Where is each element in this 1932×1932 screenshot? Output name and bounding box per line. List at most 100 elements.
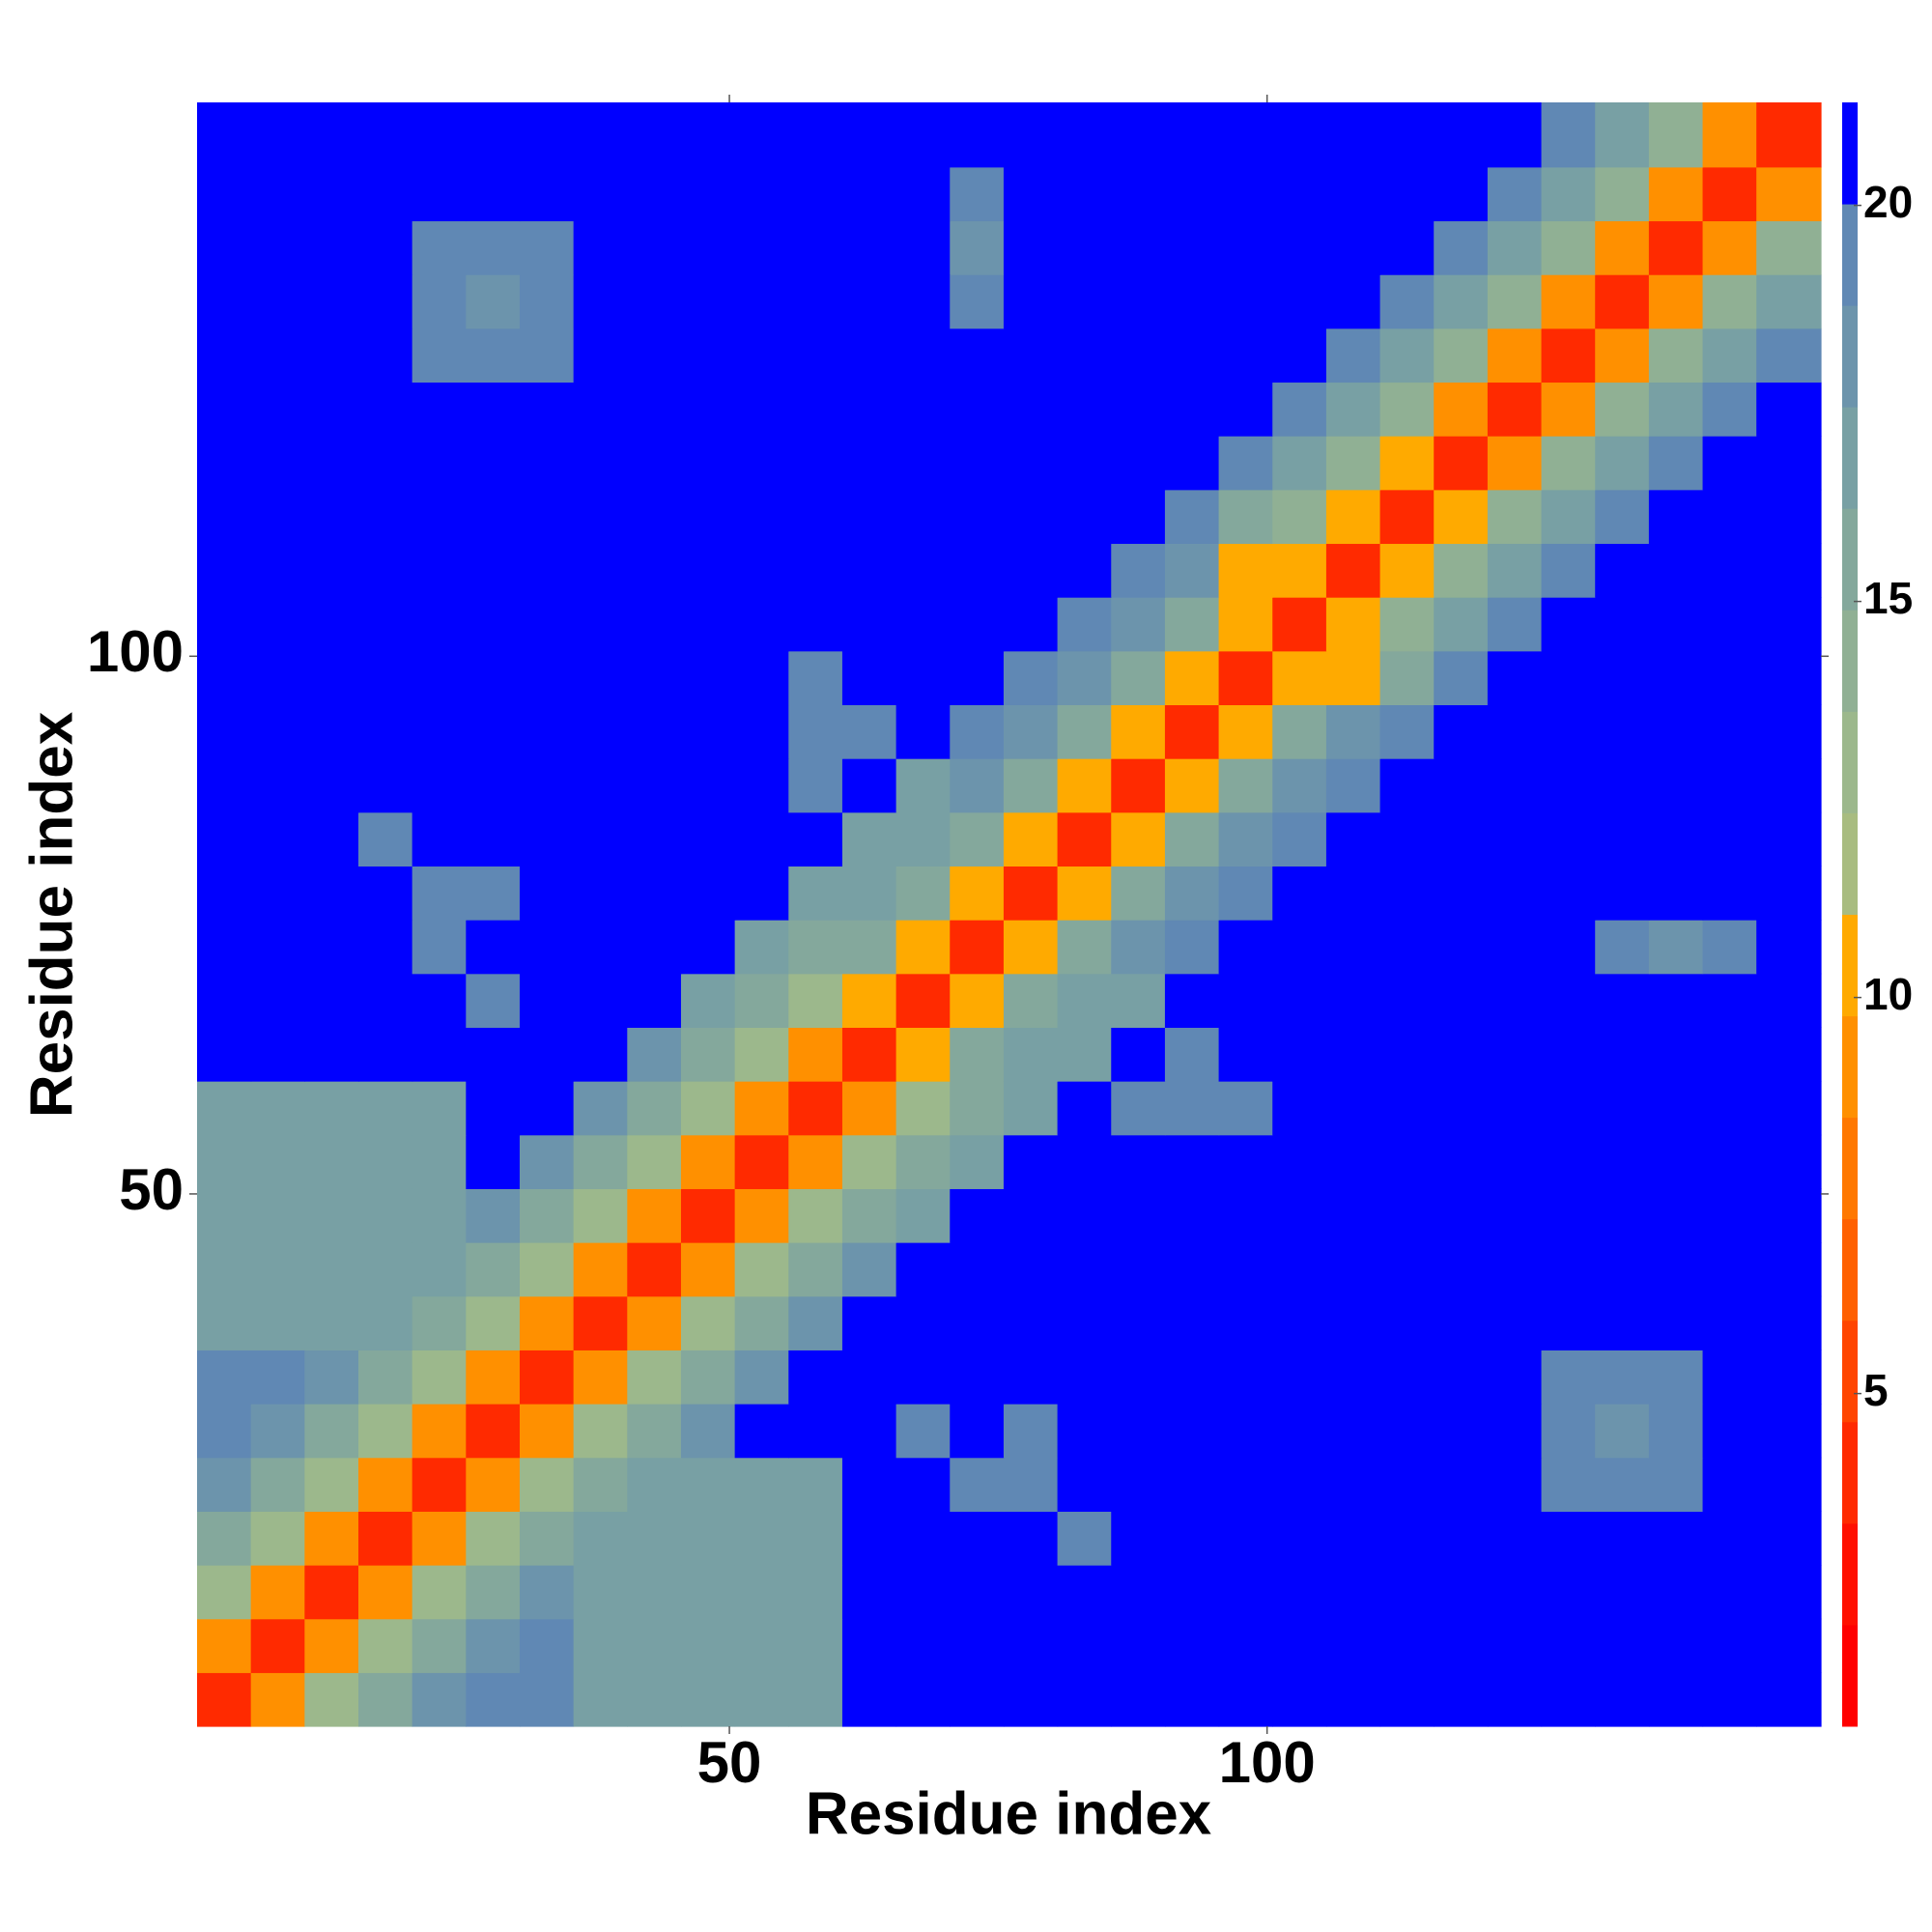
heatmap-cell <box>1379 1350 1435 1405</box>
heatmap-cell <box>1057 166 1112 222</box>
heatmap-cell <box>1272 1295 1327 1350</box>
heatmap-cell <box>304 1295 359 1350</box>
heatmap-cell <box>412 1027 467 1082</box>
heatmap-cell <box>357 811 413 867</box>
heatmap-cell <box>1057 597 1112 652</box>
heatmap-cell <box>1164 920 1220 975</box>
heatmap-cell <box>1434 1672 1489 1727</box>
heatmap-cell <box>304 973 359 1028</box>
heatmap-cell <box>197 650 252 706</box>
heatmap-cell <box>1111 1081 1166 1136</box>
heatmap-cell <box>519 866 575 921</box>
heatmap-cell <box>573 543 628 598</box>
heatmap-cell <box>895 597 951 652</box>
heatmap-cell <box>412 436 467 491</box>
heatmap-cell <box>1218 597 1273 652</box>
heatmap-cell <box>1272 1081 1327 1136</box>
heatmap-cell <box>466 1511 521 1566</box>
heatmap-cell <box>1111 597 1166 652</box>
heatmap-cell <box>1702 758 1757 813</box>
heatmap-cell <box>466 382 521 437</box>
heatmap-cell <box>734 866 789 921</box>
heatmap-cell <box>412 1081 467 1136</box>
heatmap-cell <box>1325 1511 1381 1566</box>
heatmap-cell <box>1272 1511 1327 1566</box>
heatmap-cell <box>1164 1672 1220 1727</box>
heatmap-cell <box>1541 1242 1596 1297</box>
heatmap-cell <box>1003 543 1059 598</box>
colorbar-band <box>1842 1320 1858 1423</box>
heatmap-cell <box>1379 327 1435 384</box>
heatmap-cell <box>412 650 467 706</box>
heatmap-cell <box>1648 1134 1704 1189</box>
heatmap-cell <box>1702 436 1757 491</box>
heatmap-cell <box>1648 1404 1704 1459</box>
heatmap-cell <box>412 1134 467 1189</box>
heatmap-cell <box>573 220 628 275</box>
heatmap-cell <box>788 166 843 222</box>
heatmap-cell <box>627 758 682 813</box>
heatmap-cell <box>1702 1618 1757 1673</box>
heatmap-cell <box>1164 1457 1220 1512</box>
heatmap-cell <box>466 274 521 329</box>
x-axis-label: Residue index <box>806 1780 1212 1847</box>
heatmap-cell <box>250 220 305 275</box>
heatmap-cell <box>680 1457 736 1512</box>
heatmap-cell <box>1218 1350 1273 1405</box>
heatmap-cell <box>1003 436 1059 491</box>
heatmap-cell <box>412 1672 467 1727</box>
heatmap-cell <box>197 866 252 921</box>
heatmap-cell <box>1487 1565 1543 1620</box>
heatmap-cell <box>950 382 1005 437</box>
heatmap-cell <box>519 1457 575 1512</box>
heatmap-cell <box>519 1134 575 1189</box>
heatmap-cell <box>1487 274 1543 329</box>
heatmap-cell <box>1111 1511 1166 1566</box>
heatmap-cell <box>1057 1511 1112 1566</box>
heatmap-cell <box>1218 811 1273 867</box>
heatmap-cell <box>412 1565 467 1620</box>
heatmap-cell <box>627 811 682 867</box>
heatmap-cell <box>1164 543 1220 598</box>
heatmap-cell <box>841 489 897 545</box>
heatmap-cell <box>950 102 1005 168</box>
heatmap-cell <box>250 166 305 222</box>
heatmap-cell <box>1057 489 1112 545</box>
heatmap-cell <box>573 1134 628 1189</box>
heatmap-cell <box>1702 866 1757 921</box>
heatmap-cell <box>1111 220 1166 275</box>
heatmap-cell <box>680 327 736 384</box>
heatmap-cell <box>950 973 1005 1028</box>
heatmap-cell <box>1595 102 1650 168</box>
heatmap-cell <box>950 811 1005 867</box>
heatmap-cell <box>412 1618 467 1673</box>
heatmap-cell <box>519 597 575 652</box>
heatmap-cell <box>841 1565 897 1620</box>
heatmap-cell <box>788 274 843 329</box>
heatmap-cell <box>304 597 359 652</box>
heatmap-cell <box>1003 1134 1059 1189</box>
heatmap-cell <box>304 811 359 867</box>
heatmap-cell <box>1702 1081 1757 1136</box>
heatmap-cell <box>1648 1242 1704 1297</box>
heatmap-cell <box>1541 1404 1596 1459</box>
heatmap-cell <box>1595 1295 1650 1350</box>
heatmap-cell <box>1272 597 1327 652</box>
heatmap-cell <box>1272 1027 1327 1082</box>
heatmap-cell <box>412 1295 467 1350</box>
heatmap-cell <box>1702 650 1757 706</box>
heatmap-cell <box>1648 327 1704 384</box>
heatmap-cell <box>1003 1295 1059 1350</box>
heatmap-cell <box>950 1134 1005 1189</box>
heatmap-cell <box>1487 1134 1543 1189</box>
heatmap-cell <box>788 1565 843 1620</box>
heatmap-cell <box>1325 920 1381 975</box>
heatmap-cell <box>412 920 467 975</box>
heatmap-cell <box>627 597 682 652</box>
heatmap-cell <box>895 758 951 813</box>
heatmap-cell <box>250 1404 305 1459</box>
heatmap-cell <box>950 866 1005 921</box>
heatmap-cell <box>734 1511 789 1566</box>
heatmap-cell <box>841 436 897 491</box>
heatmap-cell <box>1648 102 1704 168</box>
